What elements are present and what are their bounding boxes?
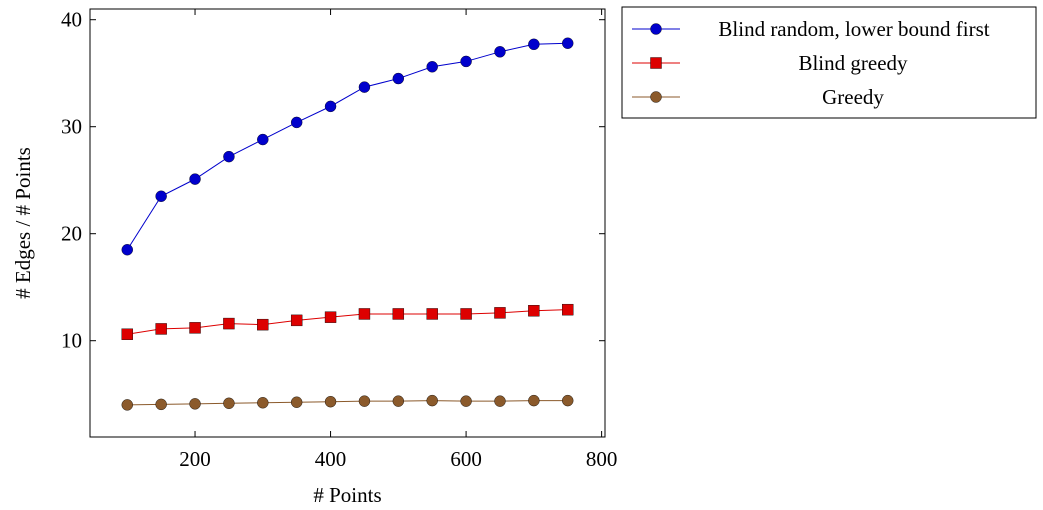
data-point xyxy=(392,395,405,407)
data-point xyxy=(290,314,303,327)
data-point xyxy=(562,394,574,407)
x-tick-label: 400 xyxy=(315,447,347,471)
data-point xyxy=(562,303,574,316)
data-point xyxy=(528,394,540,407)
x-tick-label: 800 xyxy=(586,447,618,471)
x-tick-label: 600 xyxy=(450,447,482,471)
data-point xyxy=(528,305,540,317)
data-point xyxy=(460,55,472,68)
legend-label: Greedy xyxy=(822,85,884,109)
data-point xyxy=(494,395,506,407)
plot-frame xyxy=(89,8,606,438)
axis-ticks: 200 400 600 800 10 20 30 40 xyxy=(61,8,617,471)
y-tick-label: 30 xyxy=(61,115,82,139)
data-point xyxy=(189,322,201,334)
data-point xyxy=(155,323,167,335)
data-point xyxy=(121,328,133,340)
data-point xyxy=(121,244,133,256)
data-point xyxy=(324,395,337,408)
data-point xyxy=(223,397,235,409)
data-point xyxy=(324,100,337,113)
series-line xyxy=(126,42,568,251)
legend-label: Blind random, lower bound first xyxy=(718,17,989,41)
data-point xyxy=(155,398,167,411)
data-point xyxy=(290,396,303,408)
data-point xyxy=(562,37,574,49)
series-group xyxy=(121,37,574,411)
y-tick-label: 40 xyxy=(61,8,82,32)
data-point xyxy=(189,173,201,185)
data-point xyxy=(121,399,133,411)
series-2 xyxy=(121,394,574,411)
x-axis-title: # Points xyxy=(313,483,381,507)
data-point xyxy=(223,317,235,330)
data-point xyxy=(324,311,337,323)
data-point xyxy=(257,397,269,409)
data-point xyxy=(358,395,371,407)
data-point xyxy=(426,308,438,320)
data-point xyxy=(460,395,472,407)
data-point xyxy=(358,308,371,320)
y-tick-label: 10 xyxy=(61,329,82,353)
data-point xyxy=(358,81,371,93)
data-point xyxy=(494,307,506,319)
y-tick-label: 20 xyxy=(61,222,82,246)
legend-label: Blind greedy xyxy=(798,51,908,75)
data-point xyxy=(426,394,438,407)
data-point xyxy=(189,398,201,410)
data-point xyxy=(392,72,405,85)
data-point xyxy=(257,318,269,331)
data-point xyxy=(460,308,472,320)
legend: Blind random, lower bound first Blind gre… xyxy=(621,6,1037,119)
data-point xyxy=(426,61,438,73)
data-point xyxy=(223,150,235,163)
data-point xyxy=(155,190,167,202)
axes xyxy=(89,8,606,438)
series-0 xyxy=(121,37,574,256)
legend-marker xyxy=(650,57,662,69)
data-point xyxy=(290,116,303,129)
x-tick-label: 200 xyxy=(179,447,211,471)
series-1 xyxy=(121,303,574,340)
legend-box xyxy=(621,6,1037,119)
legend-marker xyxy=(650,91,662,103)
legend-marker xyxy=(650,23,662,35)
data-point xyxy=(494,46,506,58)
data-point xyxy=(257,133,269,146)
y-axis-title: # Edges / # Points xyxy=(11,147,35,299)
data-point xyxy=(528,38,540,51)
data-point xyxy=(392,308,405,320)
